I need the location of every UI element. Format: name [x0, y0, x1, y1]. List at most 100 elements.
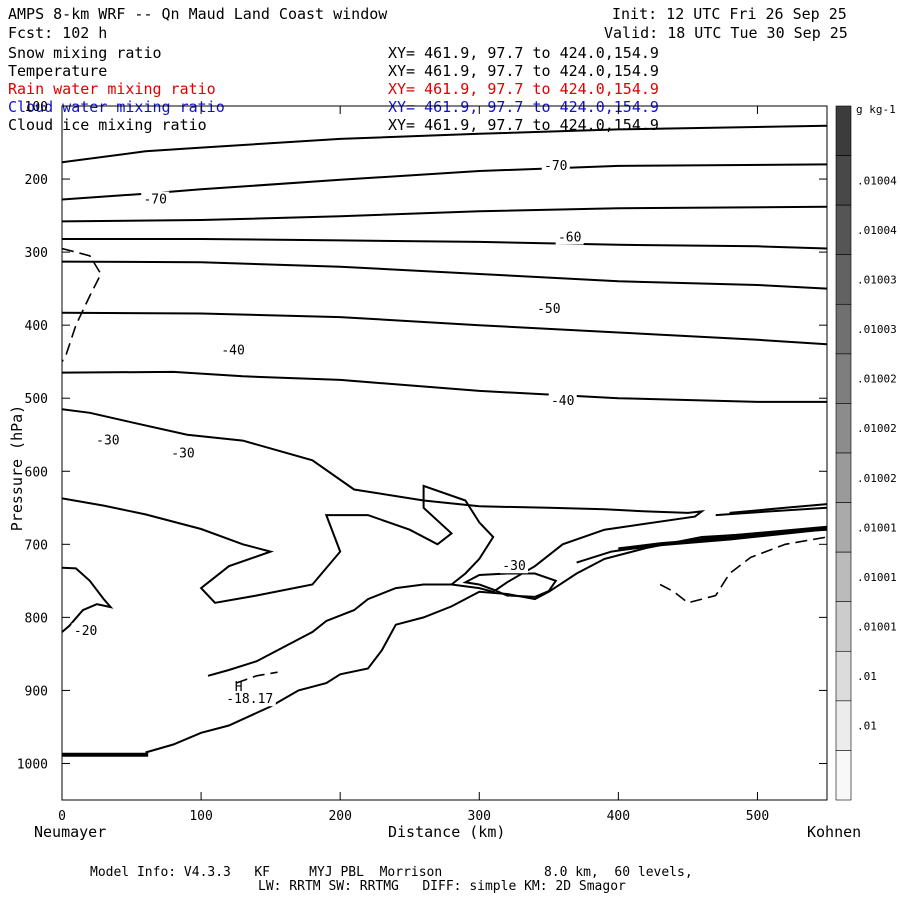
contour-label: -20	[74, 624, 97, 639]
forecast-hour: Fcst: 102 h	[8, 24, 108, 42]
model-info-line-2: LW: RRTM SW: RRTMG DIFF: simple KM: 2D S…	[258, 879, 626, 894]
contour-label: H	[235, 680, 243, 695]
contour-label: -40	[221, 344, 244, 359]
field-name-cloud-water: Cloud water mixing ratio	[8, 98, 225, 116]
colorbar-tick-label: .01002	[857, 373, 897, 386]
valid-time: Valid: 18 UTC Tue 30 Sep 25	[604, 24, 848, 42]
colorbar-swatch	[835, 353, 852, 404]
contour-label-bg	[500, 558, 529, 574]
colorbar-swatch	[835, 204, 852, 256]
colorbar-tick-label: .01001	[857, 521, 897, 534]
colorbar-swatch	[835, 254, 852, 305]
colorbar-unit: g kg-1	[856, 103, 896, 116]
contour-label: -50	[537, 302, 560, 317]
temperature-contour	[145, 528, 827, 754]
colorbar-tick-label: .01	[857, 720, 877, 733]
colorbar-tick-label: .01002	[857, 422, 897, 435]
contour-label-bg	[534, 301, 563, 317]
y-tick-label: 500	[25, 392, 48, 407]
field-name-rain: Rain water mixing ratio	[8, 80, 216, 98]
contour-label: -30	[96, 434, 119, 449]
x-tick-label: 0	[58, 809, 66, 824]
temperature-contour	[62, 163, 827, 201]
temperature-contour	[729, 503, 827, 514]
contour-label: -70	[143, 193, 166, 208]
temperature-contour	[62, 238, 827, 250]
temperature-contour	[62, 311, 827, 346]
field-xy-snow: XY= 461.9, 97.7 to 424.0,154.9	[388, 44, 659, 62]
field-xy-cloud-water: XY= 461.9, 97.7 to 424.0,154.9	[388, 98, 659, 116]
contour-label-bg	[219, 342, 248, 358]
field-xy-cloud-ice: XY= 461.9, 97.7 to 424.0,154.9	[388, 116, 659, 134]
axes: 100 200 300 400 500 600 700 800 900 1000 0 100 200 30…	[17, 100, 828, 824]
mixing-ratio-contour	[235, 671, 278, 684]
colorbar-tick-label: .01	[857, 670, 877, 683]
x-tick-label: 200	[328, 809, 351, 824]
contour-label: -30	[171, 447, 194, 462]
colorbar-tick-label: .01004	[857, 224, 897, 237]
contour-label-bg	[223, 691, 276, 707]
contour-label-bg	[71, 623, 100, 639]
field-name-snow: Snow mixing ratio	[8, 44, 162, 62]
contour-label-bg	[541, 157, 570, 173]
temperature-contour	[62, 566, 114, 633]
field-name-temperature: Temperature	[8, 62, 108, 80]
contour-label-bg	[141, 191, 170, 207]
temperature-contour	[62, 124, 827, 164]
y-tick-label: 800	[25, 611, 48, 626]
init-time: Init: 12 UTC Fri 26 Sep 25	[612, 5, 847, 23]
contour-label: -30	[502, 559, 525, 574]
contour-label: -40	[551, 394, 574, 409]
colorbar-swatch	[835, 502, 852, 553]
colorbar: .01004 .01004 .01003 .01003 .01002 .01002 .010…	[835, 103, 897, 801]
contour-label-bg	[169, 445, 198, 461]
contour-label: -60	[558, 230, 581, 245]
y-tick-label: 700	[25, 538, 48, 553]
colorbar-swatch	[835, 155, 852, 206]
colorbar-swatch	[835, 105, 852, 156]
y-tick-label: 600	[25, 465, 48, 480]
contour-label-bg	[555, 229, 584, 245]
colorbar-tick-label: .01001	[857, 571, 897, 584]
plot-area: -70 -70 -60 -50 -40 -40 -30 -30 -30 -20 -18.17H	[62, 124, 827, 757]
x-right-endpoint-label: Kohnen	[807, 823, 862, 841]
contour-label-bg	[93, 432, 122, 448]
colorbar-tick-label: .01003	[857, 323, 897, 336]
field-name-cloud-ice: Cloud ice mixing ratio	[8, 116, 207, 134]
contour-label: -70	[544, 159, 567, 174]
colorbar-swatch	[835, 303, 852, 355]
mixing-ratio-contour	[659, 536, 827, 604]
plot-frame	[61, 105, 828, 801]
y-tick-label: 900	[25, 684, 48, 699]
terrain-contour	[618, 526, 827, 552]
chart-title: AMPS 8-km WRF -- Qn Maud Land Coast wind…	[8, 5, 388, 23]
contour-label: -18.17	[226, 692, 273, 707]
x-axis-label: Distance (km)	[388, 823, 506, 841]
field-xy-rain: XY= 461.9, 97.7 to 424.0,154.9	[388, 80, 659, 98]
colorbar-tick-label: .01002	[857, 472, 897, 485]
colorbar-tick-label: .01001	[857, 621, 897, 634]
x-tick-label: 400	[607, 809, 630, 824]
colorbar-tick-label: .01003	[857, 274, 897, 287]
model-info-line-1: Model Info: V4.3.3 KF MYJ PBL Morrison 8…	[90, 865, 693, 880]
field-xy-temperature: XY= 461.9, 97.7 to 424.0,154.9	[388, 62, 659, 80]
x-tick-label: 300	[468, 809, 491, 824]
colorbar-swatch	[835, 551, 852, 603]
mixing-ratio-contour	[62, 247, 102, 363]
temperature-contour	[62, 408, 706, 677]
colorbar-swatch	[835, 452, 852, 503]
y-tick-label: 1000	[17, 757, 48, 772]
temperature-contour	[462, 572, 558, 598]
y-tick-label: 200	[25, 173, 48, 188]
colorbar-swatch	[835, 750, 852, 801]
contour-group: -70 -70 -60 -50 -40 -40 -30 -30 -30 -20 -18.17H	[62, 124, 827, 757]
temperature-contour	[62, 205, 827, 223]
colorbar-swatch	[835, 403, 852, 454]
y-tick-label: 300	[25, 246, 48, 261]
temperature-contour	[62, 370, 827, 403]
x-tick-label: 100	[189, 809, 212, 824]
colorbar-swatch	[835, 650, 852, 702]
x-left-endpoint-label: Neumayer	[34, 823, 107, 841]
y-axis-label: Pressure (hPa)	[8, 404, 27, 532]
